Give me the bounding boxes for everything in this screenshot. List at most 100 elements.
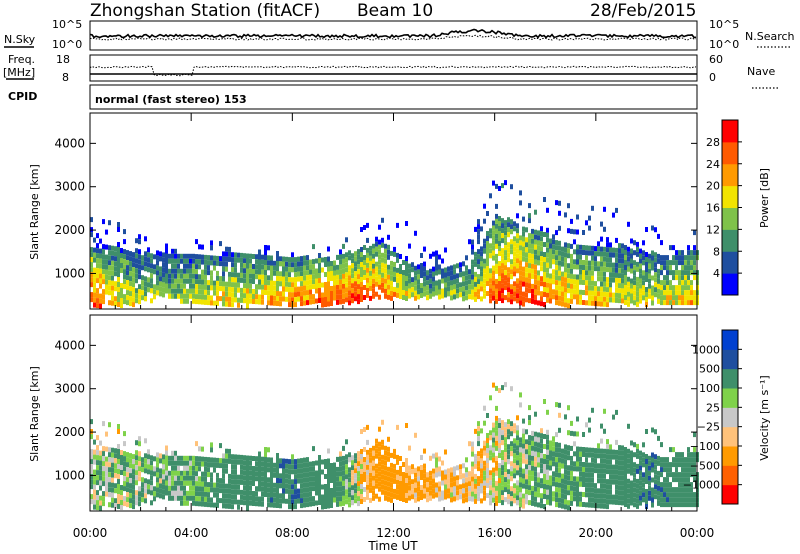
power-cell: [312, 299, 315, 305]
x-tick-label: 12:00: [376, 526, 411, 540]
velocity-cell: [147, 479, 150, 485]
power-cell: [573, 259, 576, 265]
velocity-cell: [546, 459, 549, 465]
power-cell: [483, 248, 486, 254]
velocity-cell: [432, 488, 435, 494]
power-cell: [183, 273, 186, 279]
velocity-cell: [651, 487, 654, 493]
velocity-cell: [225, 448, 228, 454]
power-cell: [303, 275, 306, 281]
velocity-cell: [252, 476, 255, 481]
power-cell: [165, 263, 168, 269]
velocity-cell: [411, 484, 414, 490]
velocity-cell: [126, 462, 129, 468]
velocity-cell: [546, 499, 549, 505]
power-cell: [309, 284, 312, 290]
velocity-cell: [444, 484, 447, 490]
velocity-cell: [564, 494, 567, 500]
power-cell: [246, 288, 249, 294]
velocity-cell: [693, 497, 696, 503]
power-cell: [276, 266, 279, 271]
velocity-cell: [327, 488, 330, 494]
velocity-cell: [594, 468, 597, 474]
velocity-cell: [606, 479, 609, 485]
velocity-cell: [642, 457, 645, 463]
power-cell: [639, 258, 642, 264]
velocity-cell: [537, 477, 540, 483]
power-cell: [234, 257, 237, 263]
power-cell: [510, 274, 513, 280]
power-cell: [216, 280, 219, 286]
velocity-cell: [330, 463, 333, 468]
velocity-cell: [669, 497, 672, 503]
velocity-cell: [90, 464, 93, 470]
power-cell: [459, 262, 462, 268]
power-cell: [471, 264, 474, 270]
velocity-cell: [414, 492, 417, 498]
power-cell: [339, 274, 342, 280]
velocity-cell: [405, 498, 408, 503]
velocity-cell: [198, 481, 201, 487]
velocity-cell: [609, 474, 612, 480]
power-cell: [555, 270, 558, 276]
velocity-cell: [495, 405, 498, 411]
velocity-cell: [123, 501, 126, 507]
velocity-cell: [483, 490, 486, 496]
power-cell: [501, 273, 504, 279]
velocity-cell: [165, 465, 168, 471]
power-cell: [387, 279, 390, 285]
power-cell: [684, 285, 687, 291]
power-cell: [270, 280, 273, 286]
power-cell: [204, 269, 207, 275]
power-cell: [459, 292, 462, 298]
power-cell: [642, 270, 645, 276]
velocity-cell: [492, 472, 495, 478]
power-cell: [615, 252, 618, 258]
velocity-cell: [528, 420, 531, 426]
velocity-cell: [393, 463, 396, 469]
power-cell: [546, 247, 549, 253]
velocity-cell: [207, 482, 210, 488]
velocity-cell: [672, 457, 675, 463]
power-cell: [144, 286, 147, 292]
velocity-cell: [126, 452, 129, 458]
y-tick-label: 2000: [54, 223, 85, 237]
power-cell: [543, 232, 546, 237]
velocity-cell: [108, 477, 111, 483]
velocity-cell: [600, 463, 603, 469]
power-cell: [174, 273, 177, 279]
power-cell: [597, 271, 600, 277]
power-cell: [531, 283, 534, 289]
velocity-cell: [639, 480, 642, 486]
power-cell: [495, 288, 498, 294]
velocity-cell: [462, 493, 465, 499]
power-cell: [495, 228, 498, 234]
velocity-cell: [687, 452, 690, 458]
power-cell: [360, 272, 363, 277]
power-cell: [333, 270, 336, 276]
power-cell: [621, 278, 624, 284]
power-cell: [279, 256, 282, 262]
power-cell: [105, 274, 108, 280]
velocity-cell: [594, 463, 597, 469]
power-cell: [474, 286, 477, 292]
power-cell: [588, 215, 591, 221]
velocity-cell: [543, 464, 546, 469]
velocity-cell: [228, 458, 231, 464]
power-cell: [345, 252, 348, 258]
power-cell: [672, 255, 675, 261]
velocity-cell: [657, 435, 660, 441]
velocity-cell: [570, 465, 573, 471]
velocity-cell: [669, 492, 672, 498]
power-cell: [489, 193, 492, 199]
power-cell: [669, 285, 672, 291]
velocity-cell: [111, 457, 114, 463]
power-cell: [489, 228, 492, 234]
velocity-cell: [567, 405, 570, 411]
power-cell: [390, 275, 393, 281]
power-cell: [414, 230, 417, 236]
velocity-cell: [570, 480, 573, 486]
velocity-cell: [693, 477, 696, 483]
power-cell: [456, 283, 459, 289]
power-cell: [636, 251, 639, 257]
